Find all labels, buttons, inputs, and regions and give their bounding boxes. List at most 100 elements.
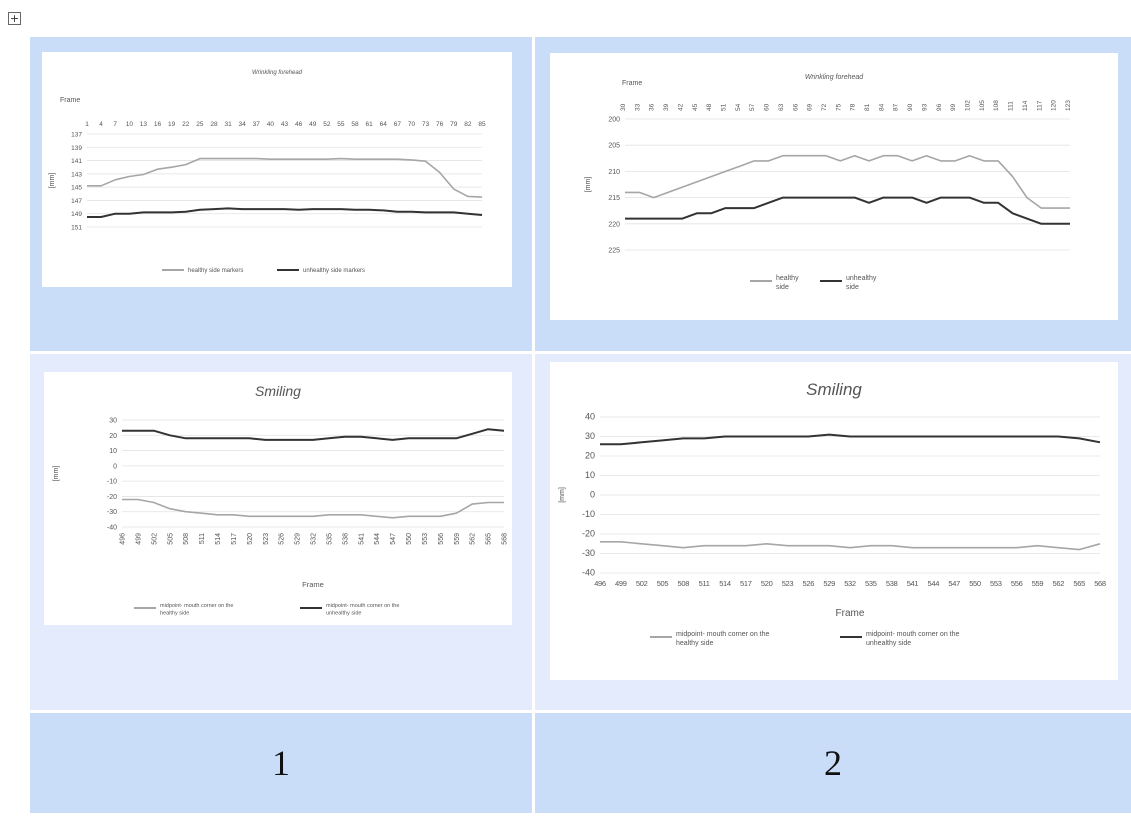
x-tick-label: 90 (907, 103, 914, 111)
chart-smiling-2: Smiling 40 30 20 10 0 -10 -20 -30 -40 [mm] 496 499 50… (559, 380, 1106, 647)
x-tick-label: 13 (140, 121, 148, 128)
label-number-2: 2 (824, 743, 842, 783)
x-tick-label: 556 (438, 533, 445, 545)
x-axis-label: Frame (302, 580, 324, 589)
x-tick-label: 85 (478, 121, 486, 128)
y-tick-label: 215 (608, 195, 620, 202)
table-move-handle-icon[interactable]: + (8, 12, 21, 25)
series-line-2 (87, 207, 483, 218)
x-tick-label: 547 (390, 533, 397, 545)
x-tick-label: 117 (1036, 100, 1043, 111)
y-tick-label: -40 (107, 525, 117, 532)
x-tick-label: 51 (720, 103, 727, 111)
x-tick-label: 19 (168, 121, 176, 128)
y-axis-label: [mm] (559, 487, 566, 503)
x-tick-label: 553 (422, 533, 429, 545)
x-tick-label: 108 (993, 100, 1000, 111)
x-tick-label: 33 (634, 103, 641, 111)
x-tick-label: 526 (279, 533, 286, 545)
y-axis-label: [mm] (585, 177, 592, 193)
chart-wrinkling-forehead-1: Wrinkling forehead1371391411431451471491… (49, 70, 486, 274)
series-line-2 (122, 428, 505, 441)
y-tick-label: 10 (585, 470, 595, 480)
y-tick-label: 10 (109, 448, 117, 455)
x-tick-label: 523 (782, 579, 794, 588)
x-tick-label: 535 (865, 579, 877, 588)
series-line-2 (600, 433, 1101, 446)
x-tick-label: 49 (309, 121, 317, 128)
y-tick-label: 220 (608, 221, 620, 228)
x-tick-label: 16 (154, 121, 162, 128)
y-axis-label: [mm] (49, 173, 56, 189)
x-tick-label: 57 (749, 103, 756, 111)
y-tick-label: 143 (71, 171, 82, 178)
x-tick-label: 511 (699, 579, 710, 588)
x-tick-label: 30 (620, 103, 627, 111)
x-tick-label: 102 (965, 100, 972, 111)
x-tick-label: 499 (135, 533, 142, 545)
x-tick-label: 550 (969, 579, 981, 588)
x-tick-label: 565 (1073, 579, 1085, 588)
chart-title: Smiling (255, 383, 301, 399)
x-tick-label: 36 (649, 103, 656, 111)
series-line-1 (122, 498, 504, 519)
x-tick-label: 22 (182, 121, 190, 128)
x-tick-label: 1 (85, 121, 89, 128)
x-tick-label: 52 (323, 121, 331, 128)
x-tick-label: 54 (735, 103, 742, 111)
x-tick-label: 39 (663, 103, 670, 111)
label-cell-2: 2 (535, 713, 1131, 813)
label-cell-1: 1 (30, 713, 532, 813)
series-line-2 (625, 196, 1070, 225)
x-tick-label: 87 (893, 103, 900, 111)
legend-label-1-line: healthy side (676, 640, 713, 647)
x-tick-label: 72 (821, 103, 828, 111)
figure-table: Wrinkling forehead 137 139 141 143 145 147 149 1… (30, 37, 1131, 813)
x-tick-label: 514 (719, 579, 731, 588)
y-tick-label: 0 (113, 463, 117, 470)
x-tick-label: 99 (950, 103, 957, 111)
chart-card-4: Smiling 40 30 20 10 0 -10 -20 -30 -40 [mm] 496 499 50… (550, 362, 1118, 680)
x-tick-label: 75 (835, 103, 842, 111)
y-tick-label: 200 (608, 117, 620, 124)
x-tick-label: 45 (692, 103, 699, 111)
x-tick-label: 48 (706, 103, 713, 111)
x-tick-label: 496 (120, 533, 127, 545)
y-tick-label: -20 (582, 529, 595, 539)
x-tick-label: 553 (990, 579, 1002, 588)
x-tick-label: 538 (342, 533, 349, 545)
y-tick-label: 225 (608, 248, 620, 255)
x-tick-label: 499 (615, 579, 627, 588)
chart-title: Smiling (806, 380, 862, 399)
x-tick-label: 496 (594, 579, 606, 588)
legend-label-1-line: healthy side (160, 611, 189, 617)
y-tick-label: -40 (582, 568, 595, 578)
x-tick-label: 544 (928, 579, 940, 588)
y-tick-label: 210 (608, 169, 620, 176)
series-line-1 (87, 157, 483, 198)
x-tick-label: 34 (239, 121, 247, 128)
x-tick-label: 25 (196, 121, 204, 128)
legend-label-2-line: midpoint- mouth corner on the (326, 603, 399, 609)
y-tick-label: -10 (107, 479, 117, 486)
x-tick-label: 508 (678, 579, 690, 588)
x-tick-label: 76 (436, 121, 444, 128)
x-tick-label: 40 (267, 121, 275, 128)
x-tick-label: 66 (792, 103, 799, 111)
chart-card-2: Wrinkling forehead 200 205 210 215 220 225 [mm]… (550, 53, 1118, 320)
x-tick-label: 511 (199, 533, 206, 544)
x-tick-label: 111 (1008, 101, 1015, 111)
cell-r2c1: Smiling 30 20 10 0 -10 -20 -30 -40 [mm] 496 499 502 5… (30, 354, 532, 710)
x-tick-label: 526 (803, 579, 815, 588)
y-tick-label: 149 (71, 211, 82, 218)
y-axis-label: [mm] (53, 466, 60, 482)
legend-label-1-line: healthy (776, 275, 799, 282)
x-tick-label: 529 (295, 533, 302, 545)
x-tick-label: 544 (374, 533, 381, 545)
x-tick-label: 63 (778, 103, 785, 111)
x-tick-label: 505 (167, 533, 174, 545)
y-tick-label: 141 (71, 158, 82, 165)
chart-smiling-1: Smiling 30 20 10 0 -10 -20 -30 -40 [mm] 496 499 502 5… (53, 383, 509, 617)
x-tick-label: 82 (464, 121, 472, 128)
y-tick-label: -30 (582, 548, 595, 558)
